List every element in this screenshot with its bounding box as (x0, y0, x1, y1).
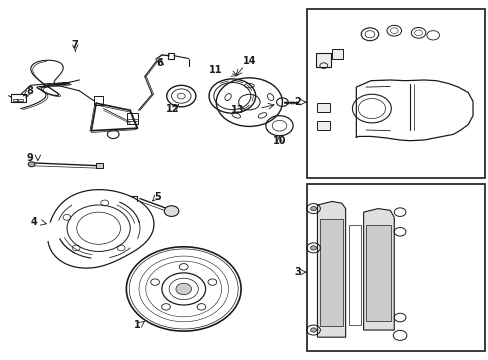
Polygon shape (317, 202, 345, 337)
Text: 9: 9 (26, 153, 33, 163)
Bar (126, 113, 137, 123)
Text: 11: 11 (208, 65, 222, 75)
Text: 3: 3 (294, 267, 301, 277)
Polygon shape (363, 208, 393, 330)
Bar (331, 49, 342, 59)
Bar (317, 121, 329, 130)
Circle shape (310, 246, 316, 250)
Text: 6: 6 (156, 58, 163, 68)
Bar (13, 99, 19, 102)
Text: 7: 7 (71, 40, 78, 50)
Circle shape (28, 162, 35, 167)
Text: 1: 1 (134, 320, 141, 330)
Text: 10: 10 (272, 136, 285, 146)
Bar (316, 53, 330, 67)
Text: 14: 14 (242, 57, 256, 66)
Circle shape (310, 206, 316, 211)
Bar (319, 219, 343, 327)
Bar (306, 184, 484, 351)
Text: 8: 8 (26, 86, 33, 96)
Bar (11, 94, 26, 102)
Bar (94, 96, 102, 105)
Circle shape (176, 283, 191, 295)
Bar (317, 103, 329, 112)
Bar (96, 163, 103, 168)
Text: 5: 5 (154, 192, 161, 202)
Bar (168, 53, 174, 59)
Bar (306, 9, 484, 178)
Text: 4: 4 (31, 217, 38, 227)
Bar (18, 99, 23, 102)
Text: 2: 2 (294, 97, 301, 107)
Circle shape (310, 328, 316, 332)
Bar (366, 225, 390, 321)
Text: 12: 12 (165, 104, 179, 114)
Circle shape (164, 206, 179, 216)
Bar (348, 225, 361, 325)
Text: 13: 13 (230, 105, 244, 115)
